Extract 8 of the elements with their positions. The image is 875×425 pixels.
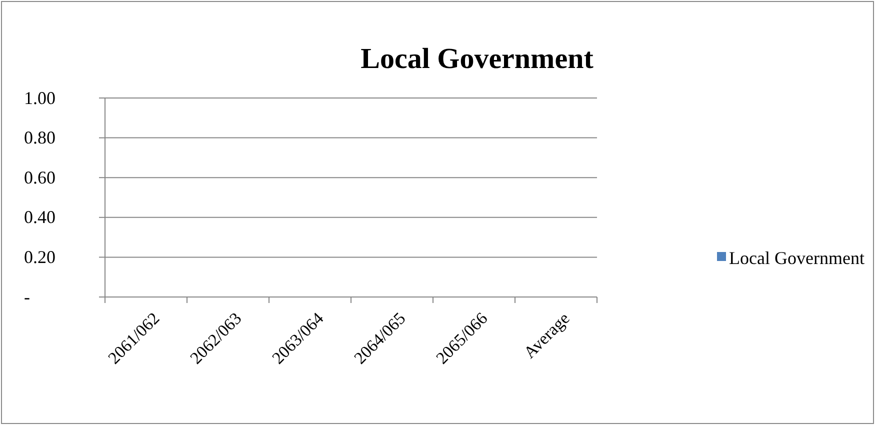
y-tick-label: - xyxy=(24,286,30,307)
y-tick-label: 0.80 xyxy=(24,128,56,148)
y-tick-label: 1.00 xyxy=(24,88,56,108)
y-tick-label: 0.60 xyxy=(24,167,56,188)
y-tick-label: 0.20 xyxy=(24,246,56,267)
chart-title: Local Government xyxy=(360,43,594,75)
y-tick-label: 0.40 xyxy=(24,207,56,228)
legend-label: Local Government xyxy=(729,248,864,268)
